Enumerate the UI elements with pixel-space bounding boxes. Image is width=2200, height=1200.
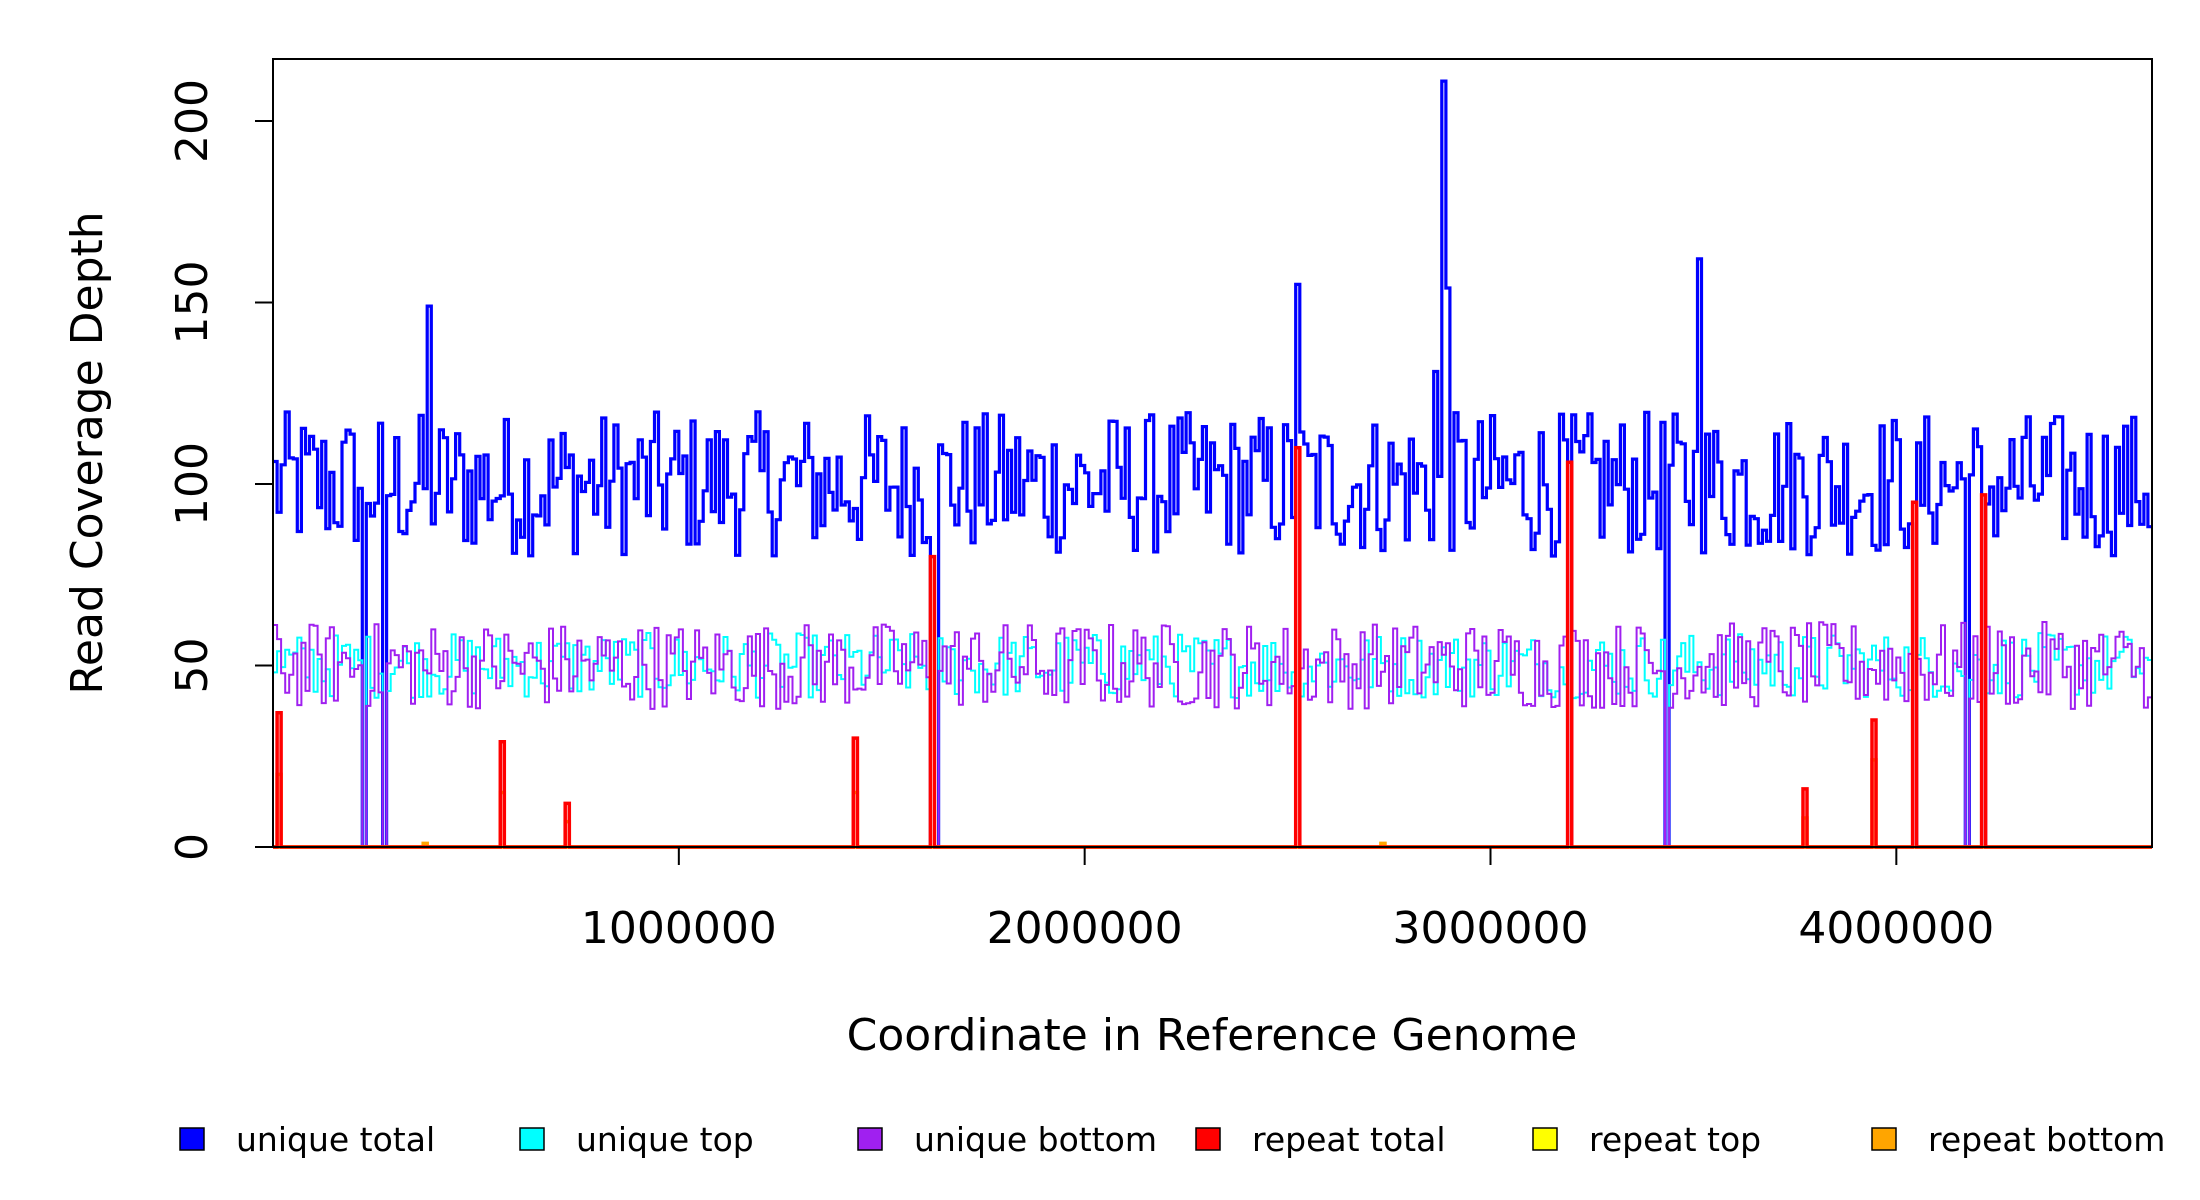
y-tick-label: 200	[167, 79, 218, 163]
plot-frame	[272, 58, 2153, 848]
legend-item-unique-top: unique top	[519, 1120, 754, 1159]
legend-label: unique bottom	[914, 1120, 1157, 1159]
legend-label: unique top	[576, 1120, 754, 1159]
legend-swatch	[1195, 1127, 1221, 1151]
legend-swatch	[857, 1127, 883, 1151]
axis-layer: 0 50 100 150 200 1000000 2000000 3000000 4000000	[167, 79, 1994, 954]
legend-item-unique-bottom: unique bottom	[857, 1120, 1157, 1159]
legend-swatch	[1871, 1127, 1897, 1151]
series-line-repeat-bottom	[273, 758, 2152, 849]
series-line-unique-total	[273, 79, 2152, 849]
y-tick-label: 50	[167, 638, 218, 694]
legend-item-repeat-top: repeat top	[1532, 1120, 1761, 1159]
legend-item-repeat-bottom: repeat bottom	[1871, 1120, 2165, 1159]
legend-label: repeat bottom	[1928, 1120, 2165, 1159]
y-tick-label: 0	[167, 833, 218, 861]
series-line-repeat-total	[273, 445, 2152, 849]
legend: unique total unique top unique bottom repea…	[179, 1120, 2165, 1159]
y-tick-label: 100	[167, 442, 218, 526]
legend-item-unique-total: unique total	[179, 1120, 435, 1159]
x-tick-label: 4000000	[1798, 903, 1994, 954]
legend-item-repeat-total: repeat total	[1195, 1120, 1446, 1159]
legend-swatch	[179, 1127, 205, 1151]
series-line-unique-top	[273, 632, 2152, 848]
legend-swatch	[1532, 1127, 1558, 1151]
x-tick-label: 2000000	[987, 903, 1183, 954]
legend-label: repeat total	[1252, 1120, 1446, 1159]
x-axis-title: Coordinate in Reference Genome	[847, 1010, 1578, 1061]
legend-swatch	[519, 1127, 545, 1151]
series-layer	[273, 79, 2152, 849]
legend-label: unique total	[236, 1120, 435, 1159]
series-line-unique-bottom	[273, 621, 2152, 848]
legend-label: repeat top	[1589, 1120, 1761, 1159]
y-tick-label: 150	[167, 261, 218, 345]
x-tick-label: 1000000	[581, 903, 777, 954]
y-axis-title: Read Coverage Depth	[62, 211, 113, 694]
x-tick-label: 3000000	[1393, 903, 1589, 954]
